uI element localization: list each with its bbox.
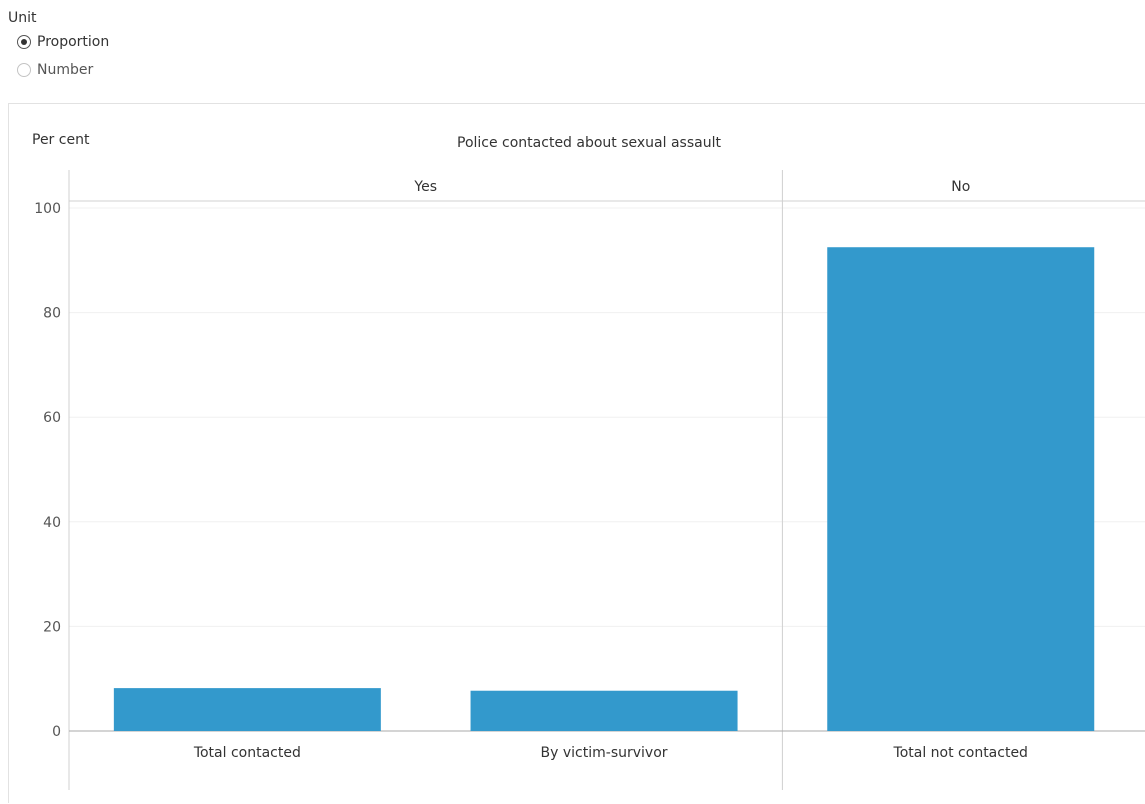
y-tick-label: 20 (43, 619, 61, 635)
bar-chart: Per cent Police contacted about sexual a… (32, 132, 1145, 790)
y-tick-label: 60 (43, 410, 61, 426)
group-header-yes: Yes (413, 179, 437, 195)
radio-option-number[interactable]: Number (8, 56, 208, 84)
radio-label-number: Number (37, 62, 94, 78)
unit-filter: Unit Proportion Number (8, 8, 208, 84)
radio-option-proportion[interactable]: Proportion (8, 28, 208, 56)
group-header-no: No (951, 179, 970, 195)
x-category-label: Total not contacted (893, 745, 1028, 761)
y-tick-label: 0 (52, 724, 61, 740)
x-category-label: By victim-survivor (541, 745, 668, 761)
y-tick-label: 100 (34, 201, 61, 217)
labels: 0 20 40 60 80 100 Yes No Total contacted By victi… (34, 179, 1028, 761)
radio-label-proportion: Proportion (37, 34, 110, 50)
x-category-label: Total contacted (193, 745, 301, 761)
y-tick-label: 80 (43, 306, 61, 322)
radio-checked-icon[interactable] (17, 35, 31, 49)
radio-unchecked-icon[interactable] (17, 63, 31, 77)
chart-panel: Per cent Police contacted about sexual a… (8, 103, 1145, 803)
bar-total-not-contacted (827, 247, 1095, 731)
chart-title: Police contacted about sexual assault (457, 135, 721, 151)
y-axis-title: Per cent (32, 132, 90, 148)
bar-total-contacted (113, 688, 381, 731)
unit-filter-title: Unit (8, 10, 37, 26)
bars (113, 247, 1095, 731)
y-tick-label: 40 (43, 515, 61, 531)
bar-by-victim-survivor (470, 690, 738, 731)
